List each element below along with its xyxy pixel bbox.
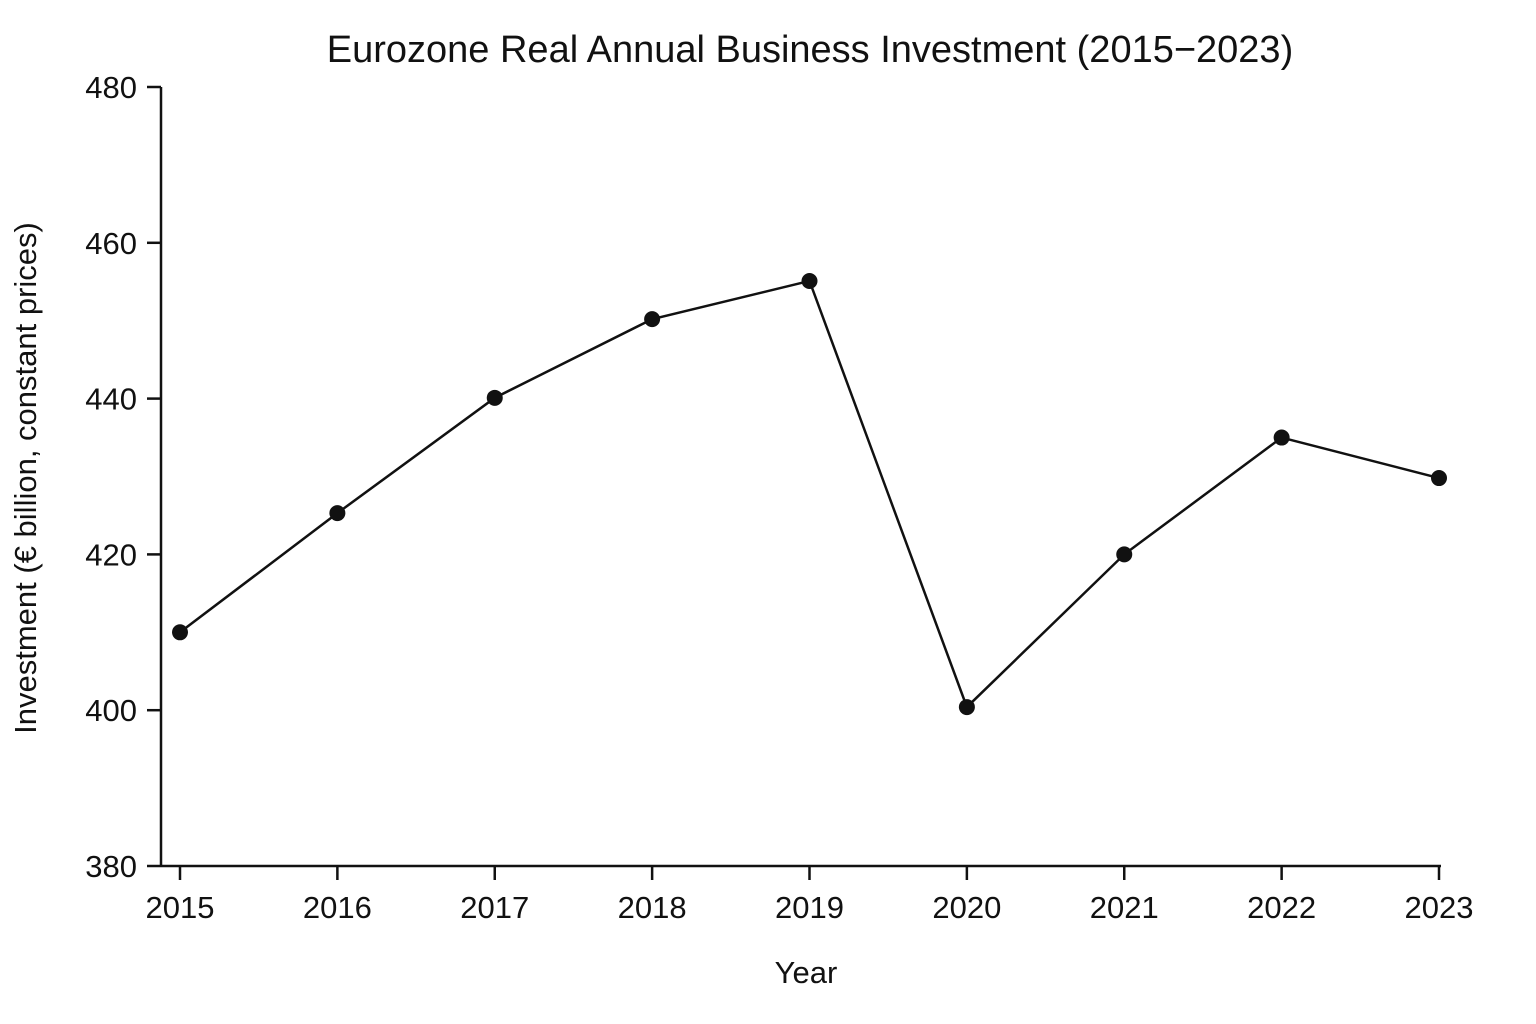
x-tick-label: 2016 xyxy=(303,890,372,925)
data-point-2017 xyxy=(486,389,503,406)
chart-title: Eurozone Real Annual Business Investment… xyxy=(327,29,1293,71)
x-axis-label: Year xyxy=(775,955,838,990)
x-tick-label: 2023 xyxy=(1405,890,1474,925)
data-point-2020 xyxy=(958,699,975,716)
x-tick-label: 2021 xyxy=(1090,890,1159,925)
x-axis-ticks: 2015 2016 2017 2018 2019 2020 2021 2022 2023 xyxy=(146,866,1474,925)
data-point-2022 xyxy=(1273,429,1290,446)
y-tick-label: 480 xyxy=(85,70,137,105)
y-axis-label: Investment (€ billion, constant prices) xyxy=(8,222,43,734)
x-tick-label: 2015 xyxy=(146,890,215,925)
x-tick-label: 2018 xyxy=(618,890,687,925)
data-point-2023 xyxy=(1431,470,1447,487)
y-tick-label: 400 xyxy=(85,693,137,728)
data-point-2016 xyxy=(329,505,346,522)
y-tick-label: 440 xyxy=(85,382,137,417)
series-line xyxy=(179,279,1440,710)
data-point-2018 xyxy=(644,311,661,328)
data-point-2021 xyxy=(1116,546,1133,563)
y-axis-ticks: 380 400 420 440 460 480 xyxy=(85,70,161,884)
y-tick-label: 420 xyxy=(85,537,137,572)
axes xyxy=(159,87,1441,868)
y-tick-label: 460 xyxy=(85,226,137,261)
x-tick-label: 2017 xyxy=(460,890,529,925)
data-point-2015 xyxy=(172,624,188,641)
x-tick-label: 2022 xyxy=(1247,890,1316,925)
y-tick-label: 380 xyxy=(85,849,137,884)
x-tick-label: 2019 xyxy=(775,890,844,925)
series-group xyxy=(172,272,1447,716)
x-tick-label: 2020 xyxy=(932,890,1001,925)
data-point-2019 xyxy=(801,272,818,289)
